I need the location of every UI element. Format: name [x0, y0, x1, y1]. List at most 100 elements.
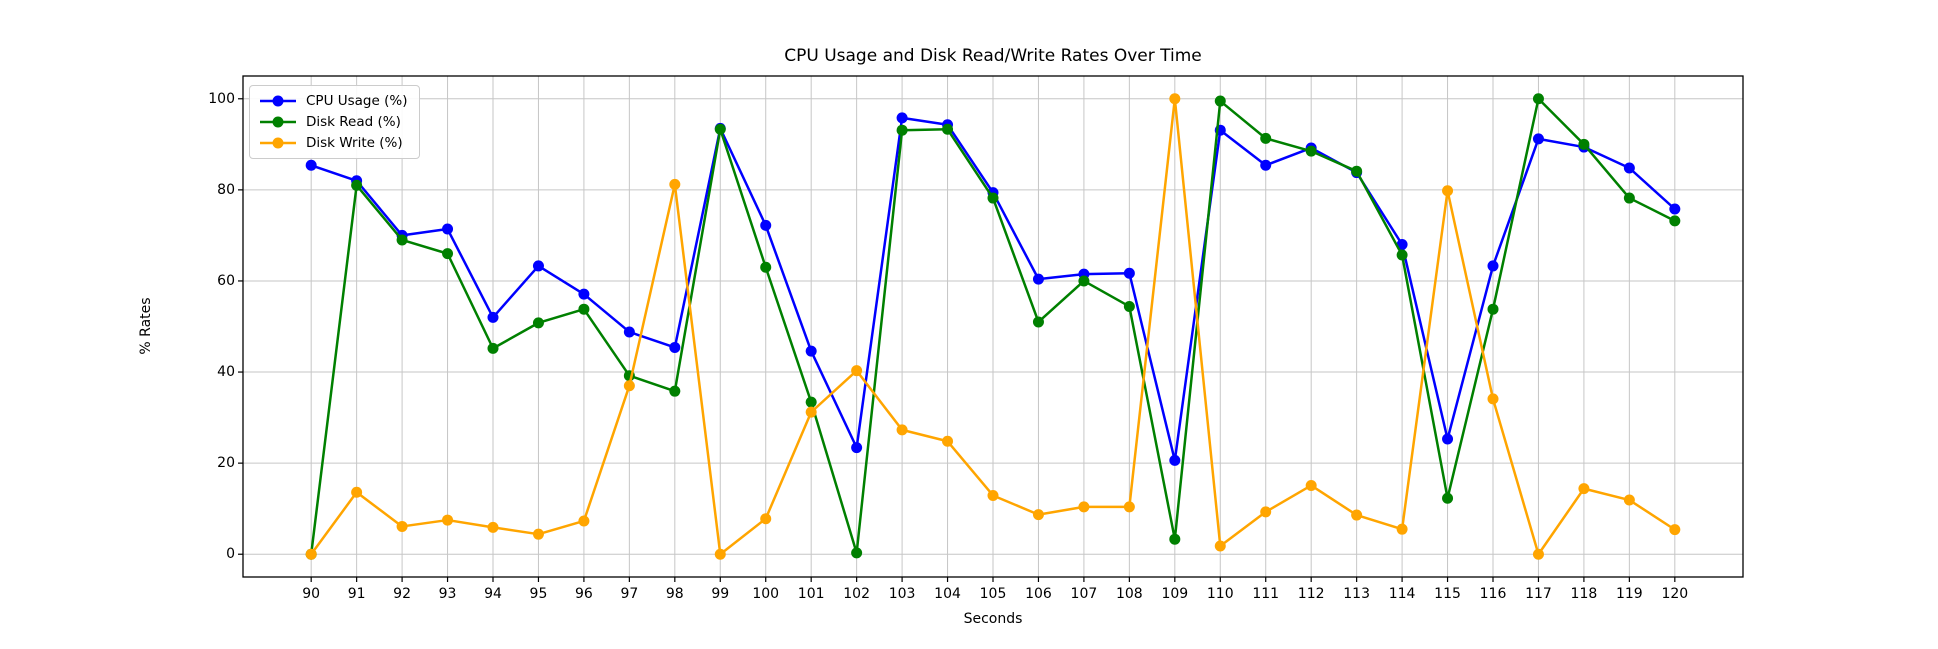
x-tick-label: 102 — [843, 586, 870, 602]
x-tick-label: 109 — [1161, 586, 1189, 602]
series-marker-2 — [396, 520, 408, 532]
series-marker-2 — [442, 514, 454, 526]
series-marker-0 — [1396, 239, 1408, 251]
series-marker-1 — [987, 192, 999, 204]
legend-label: Disk Read (%) — [306, 114, 401, 130]
series-marker-1 — [896, 124, 908, 136]
y-tick-label: 80 — [217, 181, 235, 198]
y-tick-label: 0 — [226, 546, 235, 563]
series-marker-2 — [1032, 509, 1044, 521]
series-marker-0 — [442, 223, 454, 235]
series-marker-0 — [1260, 159, 1272, 171]
series-marker-2 — [1669, 524, 1681, 536]
series-marker-1 — [578, 303, 590, 315]
x-tick-label: 105 — [979, 586, 1007, 602]
x-tick-label: 112 — [1297, 586, 1325, 602]
series-marker-1 — [396, 234, 408, 246]
x-tick-label: 99 — [711, 586, 730, 602]
series-marker-1 — [1032, 316, 1044, 328]
series-marker-0 — [896, 112, 908, 124]
series-marker-0 — [1442, 433, 1454, 445]
legend-label: Disk Write (%) — [306, 135, 403, 151]
y-tick-label: 40 — [217, 364, 235, 381]
series-marker-2 — [805, 406, 817, 418]
series-marker-1 — [1078, 275, 1090, 287]
legend-line-marker-icon — [260, 116, 296, 128]
series-marker-1 — [351, 179, 363, 191]
series-marker-0 — [1669, 203, 1681, 215]
series-marker-2 — [669, 178, 681, 190]
series-marker-1 — [805, 396, 817, 408]
series-marker-2 — [1305, 479, 1317, 491]
series-marker-0 — [1532, 133, 1544, 145]
y-tick-label: 60 — [217, 272, 235, 289]
x-tick-label: 103 — [888, 586, 916, 602]
legend-line-marker-icon — [260, 95, 296, 107]
x-tick-label: 94 — [484, 586, 502, 602]
x-tick-label: 92 — [393, 586, 411, 602]
series-marker-0 — [578, 288, 590, 300]
series-marker-1 — [532, 317, 544, 329]
series-marker-2 — [1623, 494, 1635, 506]
series-marker-1 — [669, 385, 681, 397]
series-marker-2 — [305, 548, 317, 560]
series-marker-1 — [1351, 165, 1363, 177]
x-tick-label: 118 — [1570, 586, 1598, 602]
series-marker-2 — [1169, 93, 1181, 105]
series-marker-1 — [487, 342, 499, 354]
series-marker-1 — [1123, 300, 1135, 312]
series-marker-1 — [1487, 303, 1499, 315]
series-marker-1 — [1260, 132, 1272, 144]
series-marker-0 — [1123, 267, 1135, 279]
series-marker-1 — [1442, 492, 1454, 504]
series-marker-2 — [1487, 393, 1499, 405]
series-marker-2 — [623, 380, 635, 392]
y-tick-label: 100 — [208, 90, 235, 107]
series-marker-2 — [1396, 523, 1408, 535]
series-marker-0 — [1032, 273, 1044, 285]
series-marker-2 — [351, 486, 363, 498]
series-marker-0 — [305, 159, 317, 171]
x-tick-label: 119 — [1615, 586, 1643, 602]
series-marker-2 — [942, 435, 954, 447]
x-tick-label: 117 — [1525, 586, 1552, 602]
series-marker-2 — [1260, 506, 1272, 518]
x-tick-label: 110 — [1206, 586, 1234, 602]
x-tick-label: 116 — [1479, 586, 1507, 602]
series-marker-2 — [578, 515, 590, 527]
x-tick-label: 115 — [1434, 586, 1461, 602]
series-marker-0 — [532, 260, 544, 272]
series-marker-2 — [1532, 548, 1544, 560]
x-tick-label: 97 — [620, 586, 639, 602]
chart-title: CPU Usage and Disk Read/Write Rates Over… — [784, 46, 1202, 66]
series-marker-1 — [1396, 249, 1408, 261]
series-marker-1 — [1578, 138, 1590, 150]
series-marker-0 — [1487, 260, 1499, 272]
x-tick-label: 96 — [574, 586, 593, 602]
x-tick-label: 108 — [1115, 586, 1143, 602]
legend-item-disk-read: Disk Read (%) — [258, 112, 407, 132]
series-marker-0 — [760, 219, 772, 231]
legend-item-cpu-usage: CPU Usage (%) — [258, 91, 407, 111]
series-marker-0 — [487, 311, 499, 323]
series-marker-2 — [1214, 540, 1226, 552]
series-marker-2 — [1078, 501, 1090, 513]
plot-border — [242, 75, 1744, 578]
legend: CPU Usage (%) Disk Read (%) Disk Write (… — [249, 85, 421, 159]
series-marker-0 — [669, 341, 681, 353]
legend-item-disk-write: Disk Write (%) — [258, 133, 407, 153]
x-tick-label: 107 — [1070, 586, 1098, 602]
series-marker-2 — [987, 489, 999, 501]
series-marker-2 — [896, 424, 908, 436]
x-tick-label: 120 — [1661, 586, 1689, 602]
series-marker-2 — [1351, 509, 1363, 521]
series-marker-0 — [851, 442, 863, 454]
x-tick-label: 91 — [347, 586, 366, 602]
x-tick-label: 100 — [752, 586, 780, 602]
series-marker-0 — [1169, 454, 1181, 466]
x-tick-label: 98 — [665, 586, 684, 602]
series-marker-2 — [714, 548, 726, 560]
series-marker-0 — [805, 345, 817, 357]
series-marker-1 — [1169, 533, 1181, 545]
